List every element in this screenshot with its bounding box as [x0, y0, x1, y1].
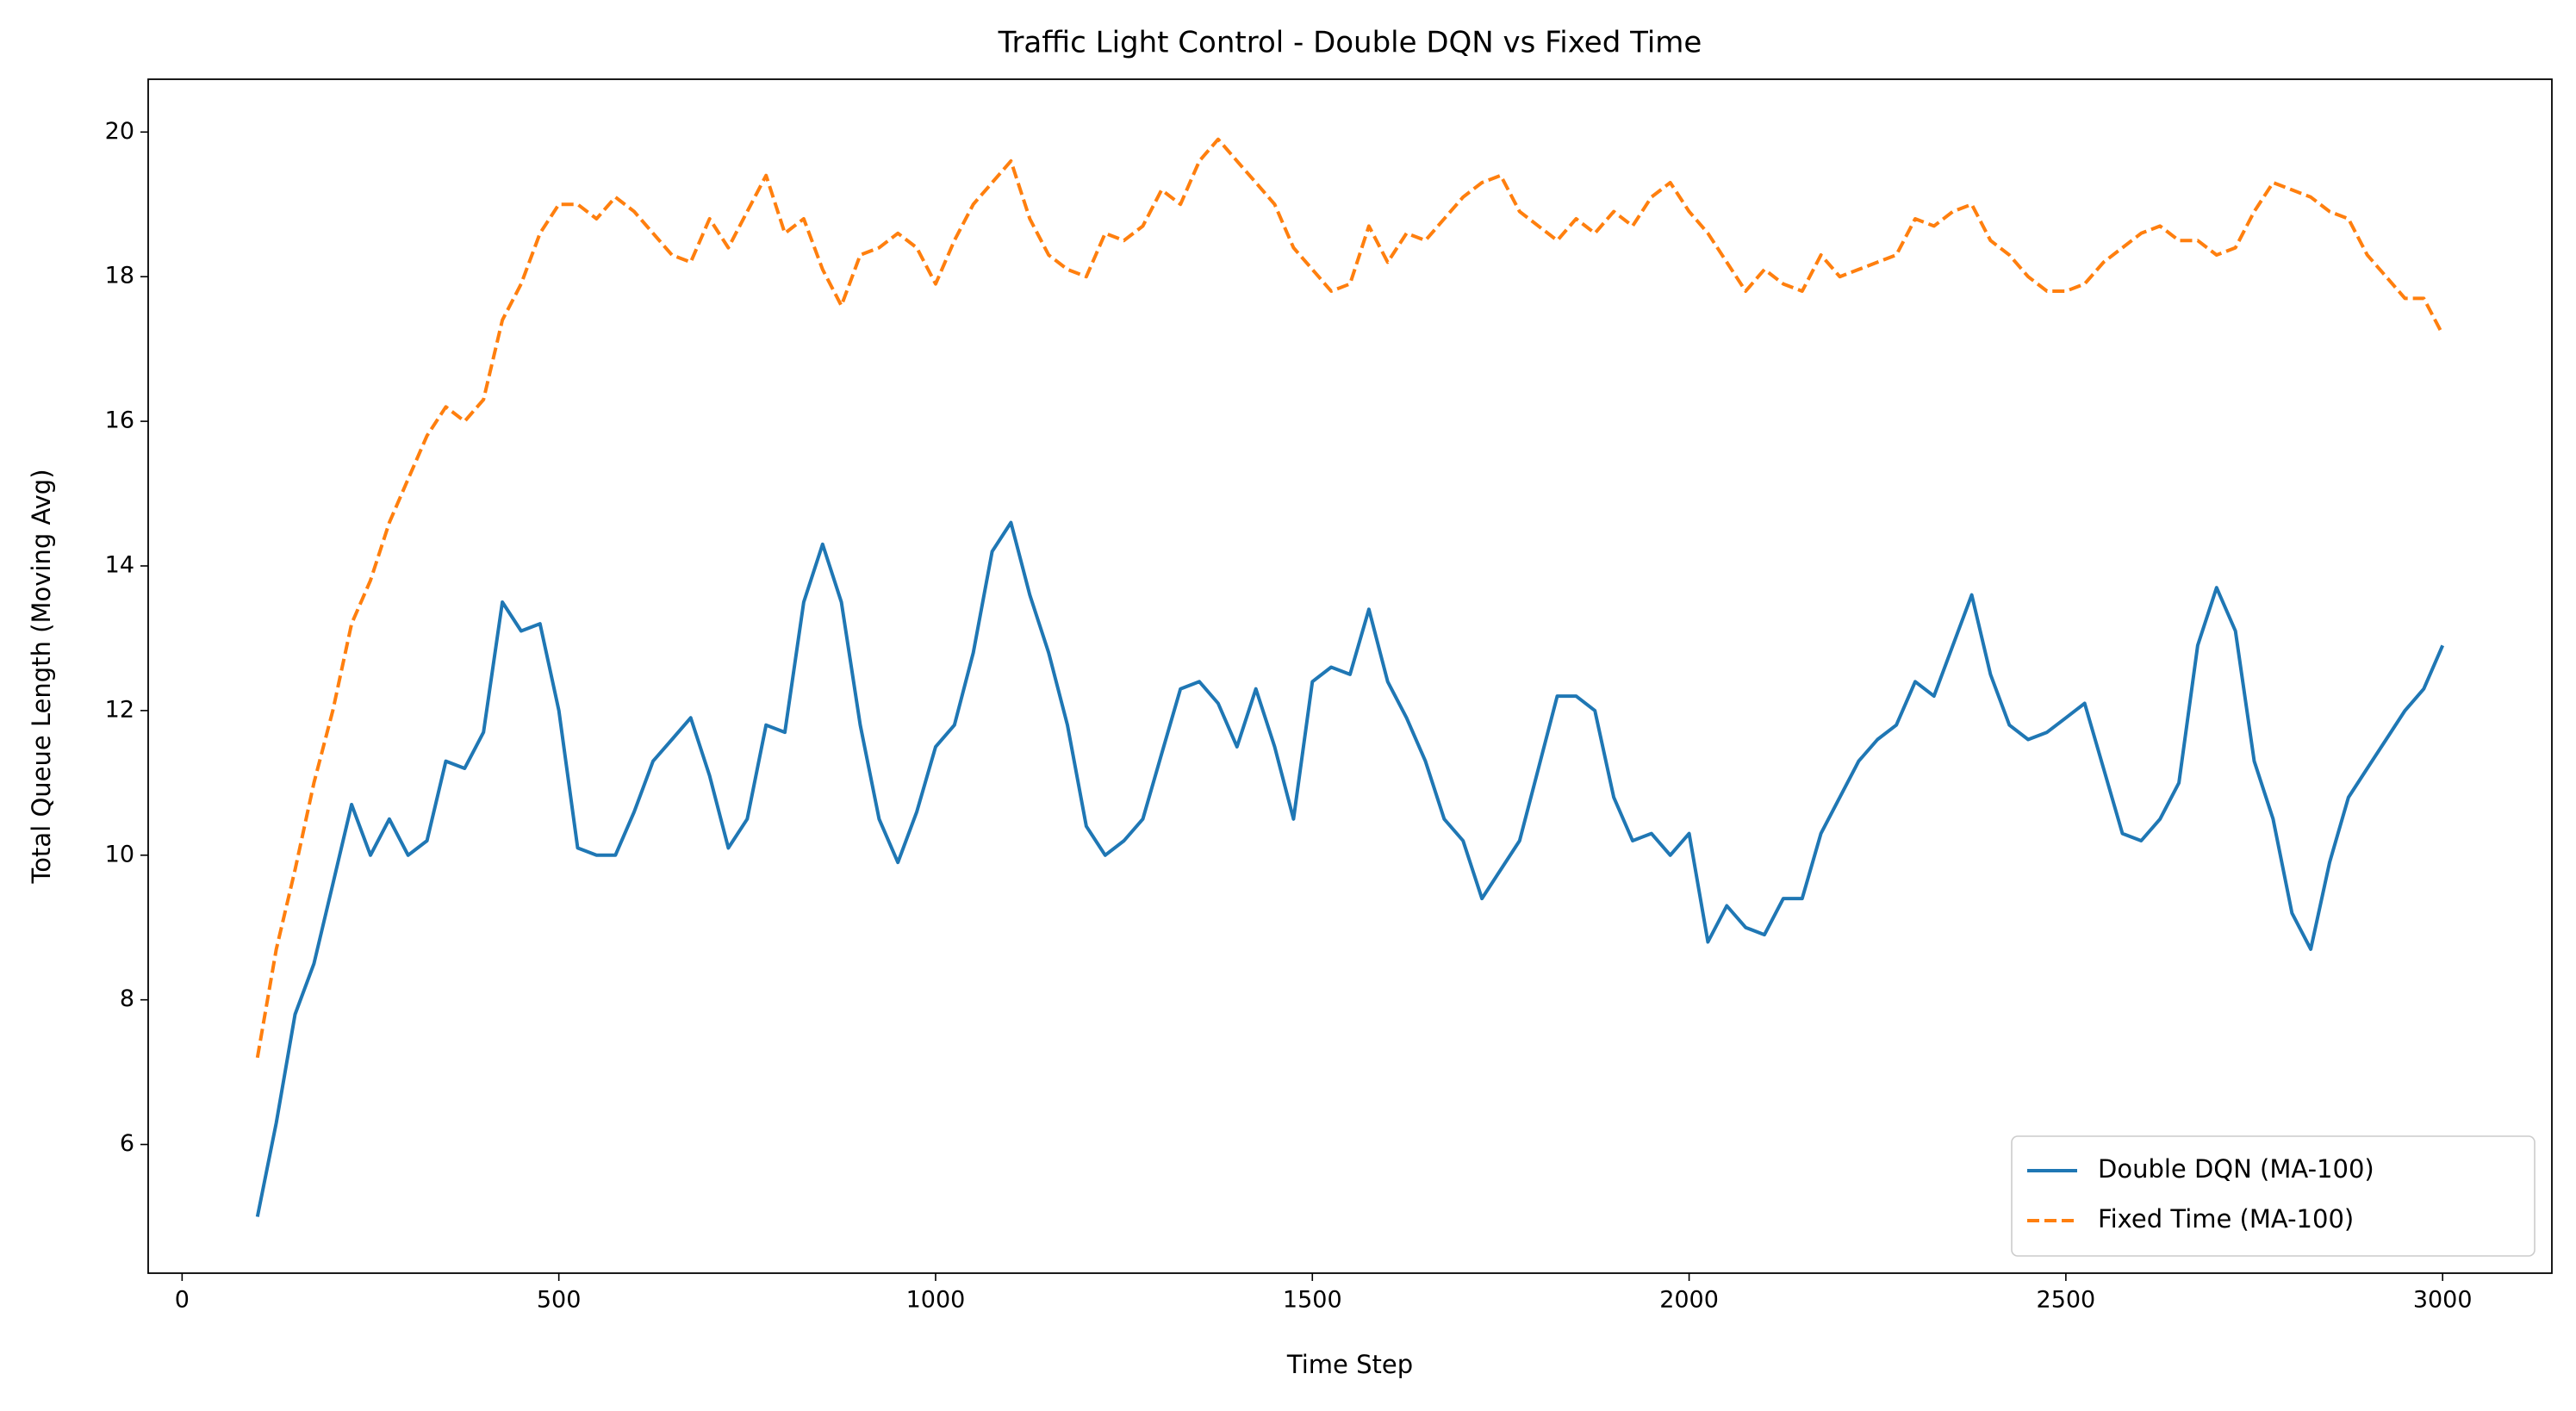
y-tick-label: 20: [105, 118, 134, 145]
y-tick-label: 8: [120, 985, 134, 1012]
x-tick-label: 0: [175, 1287, 190, 1314]
legend-label: Fixed Time (MA-100): [2098, 1204, 2354, 1234]
x-tick-label: 2000: [1659, 1287, 1719, 1314]
x-tick-label: 3000: [2413, 1287, 2473, 1314]
legend: Double DQN (MA-100) Fixed Time (MA-100): [2011, 1135, 2536, 1257]
y-axis-label: Total Queue Length (Moving Avg): [27, 469, 56, 884]
x-axis-label: Time Step: [1286, 1350, 1413, 1379]
x-tick-label: 1500: [1283, 1287, 1342, 1314]
y-tick-label: 12: [105, 696, 134, 723]
y-tick-label: 16: [105, 407, 134, 434]
axes-frame: [147, 78, 2553, 1274]
series-line: [255, 520, 2445, 1217]
x-tick-label: 2500: [2037, 1287, 2096, 1314]
y-tick-label: 14: [105, 551, 134, 578]
y-tick-label: 10: [105, 841, 134, 867]
y-tick-label: 6: [120, 1130, 134, 1157]
y-tick-label: 18: [105, 263, 134, 289]
legend-box: [2011, 1135, 2536, 1257]
x-tick-label: 1000: [906, 1287, 966, 1314]
x-tick-label: 500: [537, 1287, 582, 1314]
series-line: [255, 137, 2444, 1059]
legend-label: Double DQN (MA-100): [2098, 1154, 2374, 1184]
chart-title: Traffic Light Control - Double DQN vs Fi…: [998, 26, 1702, 60]
